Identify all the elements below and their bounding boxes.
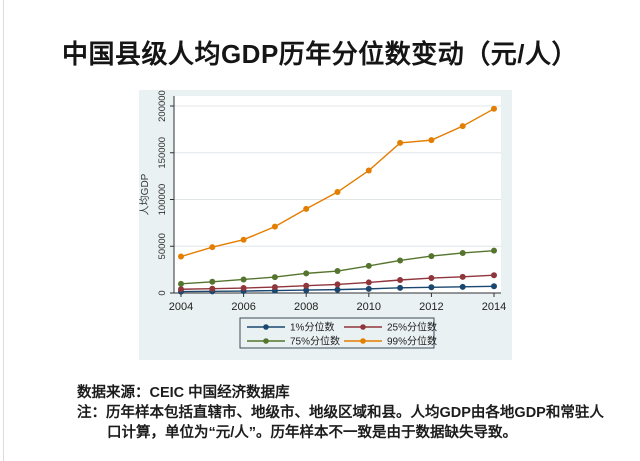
series-marker-p99 (491, 105, 497, 112)
x-tick-label-2004: 2004 (169, 301, 193, 313)
series-marker-p75 (334, 268, 341, 275)
series-marker-p75 (209, 278, 216, 285)
legend-marker-p25 (360, 324, 366, 330)
series-marker-p25 (397, 277, 404, 284)
series-marker-p99 (178, 253, 184, 260)
legend-marker-p1 (263, 324, 269, 330)
series-marker-p99 (240, 236, 247, 243)
y-tick-label-0: 0 (157, 290, 168, 295)
note-line-1: 注：历年样本包括直辖市、地级市、地级区域和县。人均GDP由各地GDP和常驻人 (77, 405, 604, 421)
y-tick-label-200000: 200000 (157, 90, 168, 122)
chart-canvas: 0 50000 100000 150000 200000 人均GDP 2004 2006 200… (139, 90, 506, 349)
series-marker-p75 (428, 253, 435, 260)
series-marker-p99 (428, 137, 435, 144)
legend-label-p99: 99%分位数 (387, 335, 437, 348)
legend-box (239, 317, 435, 349)
series-marker-p75 (365, 262, 372, 269)
series-marker-p25 (334, 281, 341, 288)
y-axis-title: 人均GDP (139, 173, 151, 215)
legend-label-p75: 75%分位数 (290, 335, 340, 348)
chart-notes: 数据来源：CEIC 中国经济数据库 注：历年样本包括直辖市、地级市、地级区域和县… (77, 383, 604, 443)
x-tick-label-2012: 2012 (419, 301, 443, 313)
series-marker-p99 (397, 139, 404, 146)
gdp-percentile-chart: 0 50000 100000 150000 200000 人均GDP 2004 2006 200… (139, 90, 512, 360)
series-marker-p1 (491, 283, 497, 290)
legend-marker-p75 (263, 338, 269, 344)
y-tick-label-100000: 100000 (157, 184, 168, 216)
legend-label-p1: 1%分位数 (290, 321, 334, 334)
series-marker-p1 (303, 287, 310, 294)
series-marker-p99 (365, 167, 372, 174)
data-source-line: 数据来源：CEIC 中国经济数据库 (77, 385, 290, 401)
series-marker-p99 (271, 223, 278, 230)
series-marker-p75 (491, 247, 497, 254)
series-marker-p25 (365, 279, 372, 286)
series-marker-p25 (271, 284, 278, 291)
series-marker-p25 (491, 272, 497, 279)
series-marker-p1 (428, 284, 435, 291)
series-marker-p99 (209, 244, 216, 251)
series-marker-p1 (334, 286, 341, 293)
series-marker-p25 (240, 285, 247, 292)
series-marker-p75 (271, 274, 278, 281)
series-marker-p75 (397, 257, 404, 264)
series-marker-p75 (178, 280, 184, 287)
series-marker-p75 (303, 270, 310, 277)
y-tick-label-50000: 50000 (157, 233, 168, 259)
series-marker-p99 (459, 123, 466, 130)
legend-label-p25: 25%分位数 (387, 321, 437, 334)
page-left-border (3, 0, 4, 461)
y-tick-label-150000: 150000 (157, 137, 168, 169)
series-marker-p75 (240, 276, 247, 283)
note-line-2: 口计算，单位为“元/人”。历年样本不一致是由于数据缺失导致。 (107, 425, 518, 441)
x-tick-label-2010: 2010 (357, 301, 381, 313)
series-marker-p99 (334, 189, 341, 196)
series-marker-p25 (209, 285, 216, 292)
series-marker-p25 (178, 286, 184, 293)
series-marker-p25 (459, 273, 466, 280)
series-marker-p1 (459, 283, 466, 290)
series-marker-p25 (303, 282, 310, 289)
series-marker-p1 (397, 284, 404, 291)
series-marker-p75 (459, 249, 466, 256)
series-marker-p1 (365, 285, 372, 292)
x-tick-label-2014: 2014 (482, 301, 506, 313)
page-title: 中国县级人均GDP历年分位数变动（元/人） (61, 39, 579, 69)
legend-marker-p99 (360, 338, 366, 344)
x-tick-label-2006: 2006 (231, 301, 255, 313)
series-marker-p99 (303, 205, 310, 212)
x-tick-label-2008: 2008 (294, 301, 318, 313)
series-marker-p25 (428, 275, 435, 282)
